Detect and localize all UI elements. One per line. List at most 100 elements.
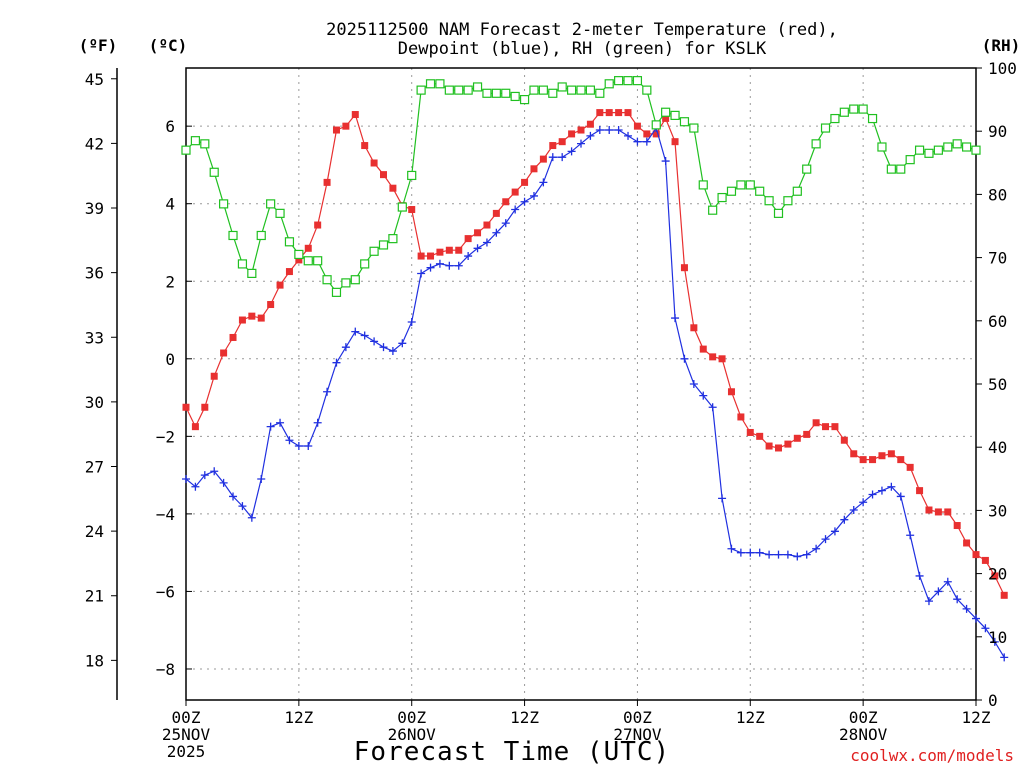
data-point — [887, 450, 895, 458]
data-point — [341, 278, 351, 288]
data-point — [576, 85, 586, 95]
data-point — [775, 444, 782, 452]
data-point — [709, 353, 717, 361]
data-point — [802, 164, 812, 174]
series-0 — [182, 109, 1008, 599]
data-point — [322, 275, 332, 285]
data-point — [784, 440, 792, 448]
data-point — [331, 287, 342, 297]
data-point — [783, 196, 793, 206]
series-1 — [182, 124, 1009, 662]
data-point — [679, 117, 690, 127]
data-point — [568, 130, 576, 138]
data-point — [303, 256, 313, 266]
data-point — [267, 301, 275, 309]
data-point — [464, 235, 472, 243]
data-point — [624, 131, 633, 140]
fahrenheit-tick-label: 24 — [85, 522, 104, 541]
axis-layer: −8−6−4−202461821242730333639424501020304… — [85, 59, 1017, 761]
data-point — [417, 269, 426, 278]
x-tick-label: 12Z — [962, 708, 991, 727]
data-point — [285, 436, 294, 445]
data-point — [924, 597, 933, 606]
data-point — [802, 550, 811, 559]
fahrenheit-tick-label: 18 — [85, 651, 104, 670]
data-point — [831, 423, 839, 431]
data-point — [558, 138, 566, 146]
data-point — [351, 327, 360, 336]
rh-tick-label: 0 — [988, 691, 998, 710]
data-point — [501, 219, 510, 228]
fahrenheit-tick-label: 42 — [85, 134, 104, 153]
data-point — [765, 442, 773, 450]
data-point — [633, 122, 641, 130]
data-point — [323, 387, 332, 396]
data-point — [830, 113, 840, 124]
data-point — [698, 180, 708, 190]
data-point — [519, 94, 530, 105]
data-point — [690, 324, 698, 332]
data-point — [257, 474, 266, 483]
data-point — [867, 113, 878, 124]
rh-tick-label: 80 — [988, 185, 1007, 204]
data-point — [436, 248, 444, 256]
data-point — [210, 372, 218, 380]
data-point — [276, 418, 285, 427]
data-point — [398, 339, 407, 348]
data-point — [472, 82, 483, 92]
data-point — [483, 221, 491, 229]
data-point — [407, 317, 416, 326]
rh-unit-label: (RH) — [982, 36, 1021, 55]
data-point — [520, 197, 529, 206]
rh-tick-label: 10 — [988, 628, 1007, 647]
source-credit: coolwx.com/models — [850, 746, 1014, 765]
data-point — [502, 198, 510, 206]
data-point — [925, 506, 933, 514]
data-point — [548, 88, 558, 98]
data-point — [981, 624, 990, 633]
data-point — [803, 430, 811, 438]
fahrenheit-tick-label: 39 — [85, 199, 104, 218]
data-point — [209, 167, 219, 177]
data-point — [341, 343, 350, 352]
data-point — [962, 604, 971, 613]
fahrenheit-unit-label: (ºF) — [79, 36, 118, 55]
data-point — [238, 502, 247, 511]
celsius-tick-label: 2 — [165, 272, 175, 291]
data-point — [294, 442, 303, 451]
data-point — [822, 423, 830, 431]
data-point — [445, 261, 454, 270]
data-point — [220, 349, 228, 357]
data-point — [615, 109, 623, 117]
data-point — [284, 237, 295, 247]
data-point — [887, 482, 896, 491]
data-point — [491, 88, 501, 98]
data-point — [623, 76, 633, 86]
data-point — [380, 171, 387, 179]
data-point — [896, 164, 906, 174]
data-point — [981, 556, 989, 564]
series-line — [185, 126, 1005, 658]
data-point — [756, 432, 764, 440]
data-point — [737, 413, 745, 421]
x-tick-label: 25NOV — [162, 725, 211, 744]
data-point — [558, 153, 567, 162]
data-point — [717, 192, 727, 203]
data-point — [266, 199, 276, 209]
data-point — [934, 587, 943, 596]
data-point — [595, 126, 604, 135]
data-point — [783, 550, 792, 559]
data-point — [304, 442, 313, 451]
data-point — [238, 316, 246, 324]
data-point — [397, 202, 407, 212]
data-point — [773, 208, 784, 218]
data-point — [332, 358, 341, 367]
data-point — [474, 229, 482, 237]
data-point — [521, 178, 529, 186]
data-point — [229, 492, 238, 501]
data-point — [510, 91, 520, 102]
data-point — [812, 544, 821, 553]
data-point — [388, 347, 397, 356]
data-point — [191, 482, 200, 491]
data-point — [360, 331, 369, 340]
